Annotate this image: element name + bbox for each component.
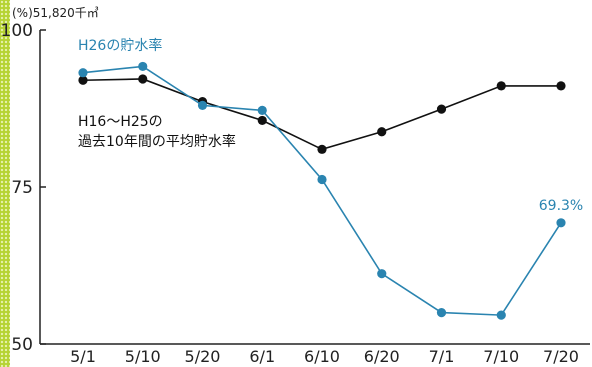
data-point	[317, 174, 327, 185]
unit-label: (%)51,820千㎥	[12, 6, 99, 20]
x-tick-label: 6/20	[364, 347, 400, 366]
data-point	[377, 269, 387, 279]
series-labels: H26の貯水率 H16〜H25の 過去10年間の平均貯水率 69.3%	[78, 37, 583, 214]
data-point	[257, 105, 267, 115]
legend-average-label-line2: 過去10年間の平均貯水率	[78, 133, 236, 150]
series-h26	[78, 61, 566, 320]
data-point	[436, 104, 447, 114]
data-point	[317, 144, 327, 154]
data-point	[257, 115, 267, 126]
data-point	[377, 127, 387, 137]
legend-h26-label: H26の貯水率	[78, 37, 162, 54]
x-tick-label: 7/1	[429, 347, 455, 366]
data-point	[197, 100, 208, 110]
data-point	[436, 308, 447, 318]
data-point	[496, 310, 506, 320]
x-ticks: 5/1 5/10 5/20 6/1 6/10 6/20 7/1 7/10 7/20	[70, 347, 579, 366]
axes	[39, 30, 590, 345]
x-tick-label: 5/1	[70, 347, 96, 366]
data-point	[138, 61, 148, 72]
x-tick-label: 5/20	[185, 347, 221, 366]
legend-average-label-line1: H16〜H25の	[78, 114, 163, 130]
y-tick-label: 75	[11, 178, 33, 198]
x-tick-label: 5/10	[125, 347, 161, 366]
data-point	[138, 74, 148, 84]
x-tick-label: 7/10	[483, 347, 519, 366]
data-point	[556, 81, 566, 91]
y-tick-label: 100	[1, 21, 33, 41]
data-point	[496, 81, 506, 91]
x-tick-label: 7/20	[543, 347, 579, 366]
decorative-green-strip	[0, 0, 10, 367]
x-tick-label: 6/10	[304, 347, 340, 366]
series-line	[82, 65, 562, 316]
y-tick-label: 50	[11, 335, 33, 355]
y-ticks: 100 75 50	[1, 21, 46, 355]
data-point	[78, 75, 88, 85]
data-point	[556, 218, 566, 228]
data-label-final-value: 69.3%	[539, 198, 583, 214]
x-tick-label: 6/1	[249, 347, 275, 366]
data-point	[78, 68, 88, 78]
series-layer	[78, 61, 566, 320]
